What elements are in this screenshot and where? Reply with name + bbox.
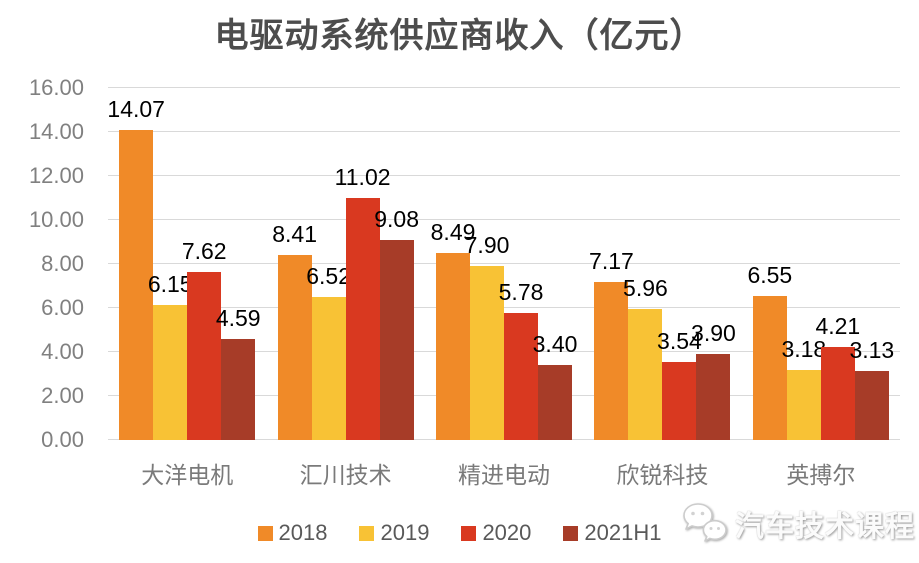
data-label: 9.08 bbox=[374, 206, 419, 233]
y-tick-label: 2.00 bbox=[41, 383, 84, 408]
y-tick-label: 6.00 bbox=[41, 295, 84, 320]
bar-group: 8.41 6.52 11.02 9.08 bbox=[266, 88, 424, 440]
legend-swatch bbox=[257, 525, 273, 541]
bar-2021H1: 4.59 bbox=[216, 305, 261, 440]
legend-item-2019: 2019 bbox=[359, 520, 429, 546]
data-label: 8.41 bbox=[272, 220, 317, 247]
data-label: 6.15 bbox=[147, 270, 193, 297]
bar-2021H1: 3.90 bbox=[691, 320, 736, 440]
bar-group: 14.07 6.15 7.62 4.59 bbox=[107, 88, 266, 440]
bar-groups: 14.07 6.15 7.62 4.59 8.41 6.52 11.02 9.08 8.49 7.… bbox=[107, 88, 900, 440]
bar-group: 6.55 3.18 4.21 3.13 bbox=[742, 88, 900, 440]
y-axis-labels: 0.00 2.00 4.00 6.00 8.00 10.00 12.00 14.00 16.00 bbox=[0, 75, 84, 452]
y-tick-label: 0.00 bbox=[41, 427, 84, 452]
bar-2020: 11.02 bbox=[335, 164, 391, 440]
bar-2018: 14.07 bbox=[107, 96, 165, 440]
legend-label: 2020 bbox=[482, 520, 532, 545]
bar-2019: 5.96 bbox=[623, 275, 668, 440]
legend-label: 2021H1 bbox=[584, 520, 662, 545]
y-tick-label: 12.00 bbox=[28, 163, 84, 188]
data-label: 3.90 bbox=[691, 320, 736, 347]
data-label: 11.02 bbox=[334, 163, 391, 190]
legend-swatch bbox=[461, 525, 477, 541]
bar-2020: 5.78 bbox=[499, 279, 543, 440]
x-axis-labels: 大洋电机 汇川技术 精进电动 欣锐科技 英搏尔 bbox=[108, 456, 900, 490]
data-label: 3.40 bbox=[532, 331, 578, 358]
category-label: 汇川技术 bbox=[299, 462, 392, 488]
bar-2018: 8.49 bbox=[431, 219, 475, 440]
legend-swatch bbox=[359, 525, 375, 541]
watermark: 汽车技术课程 bbox=[681, 502, 915, 546]
legend-item-2018: 2018 bbox=[257, 520, 328, 546]
data-label: 3.54 bbox=[657, 328, 702, 355]
category-label: 英搏尔 bbox=[786, 462, 856, 488]
y-tick-label: 4.00 bbox=[41, 339, 84, 364]
data-label: 4.59 bbox=[215, 305, 261, 332]
bars-row: 8.41 6.52 11.02 9.08 bbox=[272, 88, 419, 440]
bar-2021H1: 9.08 bbox=[374, 206, 419, 440]
bar-2021H1: 3.13 bbox=[849, 337, 894, 440]
data-label: 5.96 bbox=[623, 274, 668, 301]
bar-group: 8.49 7.90 5.78 3.40 bbox=[425, 88, 583, 440]
data-label: 7.62 bbox=[181, 238, 227, 265]
data-label: 3.13 bbox=[849, 337, 895, 364]
plot-area: 14.07 6.15 7.62 4.59 8.41 6.52 11.02 9.08 8.49 7.… bbox=[107, 87, 900, 440]
data-label: 3.18 bbox=[781, 336, 827, 363]
bar-group: 7.17 5.96 3.54 3.90 bbox=[583, 88, 741, 440]
gridline bbox=[108, 87, 900, 88]
data-label: 8.49 bbox=[430, 219, 476, 246]
category-label: 精进电动 bbox=[458, 462, 551, 488]
gridline bbox=[108, 175, 900, 176]
category-label: 欣锐科技 bbox=[616, 462, 709, 488]
data-label: 5.78 bbox=[498, 278, 544, 305]
legend-item-2020: 2020 bbox=[461, 520, 531, 546]
bar-2020: 4.21 bbox=[815, 313, 860, 440]
watermark-text: 汽车技术课程 bbox=[734, 511, 915, 543]
data-label: 6.55 bbox=[747, 261, 793, 288]
bar-2019: 6.52 bbox=[306, 263, 351, 440]
data-label: 4.21 bbox=[815, 313, 861, 340]
bar-2019: 3.18 bbox=[781, 336, 826, 440]
y-tick-label: 8.00 bbox=[41, 251, 84, 276]
bars-row: 6.55 3.18 4.21 3.13 bbox=[747, 88, 894, 440]
bar-2018: 8.41 bbox=[272, 221, 317, 440]
gridline bbox=[108, 219, 900, 220]
y-tick-label: 16.00 bbox=[28, 75, 84, 100]
data-label: 6.52 bbox=[306, 262, 351, 289]
bar-2019: 7.90 bbox=[465, 232, 509, 440]
y-tick-label: 14.00 bbox=[28, 119, 84, 144]
bars-row: 7.17 5.96 3.54 3.90 bbox=[589, 88, 736, 440]
y-tick-label: 10.00 bbox=[28, 207, 84, 232]
gridline bbox=[108, 263, 900, 264]
legend-swatch bbox=[563, 525, 579, 541]
bar-2019: 6.15 bbox=[148, 271, 193, 440]
chart-title: 电驱动系统供应商收入（亿元） bbox=[214, 17, 705, 55]
bar-2018: 7.17 bbox=[589, 248, 634, 440]
bar-2020: 7.62 bbox=[182, 238, 227, 440]
bar-2020: 3.54 bbox=[657, 328, 702, 440]
data-label: 7.90 bbox=[464, 232, 510, 259]
legend-item-2021H1: 2021H1 bbox=[563, 520, 661, 546]
bar-2018: 6.55 bbox=[747, 262, 792, 440]
bars-row: 14.07 6.15 7.62 4.59 bbox=[107, 88, 261, 440]
chart-legend: 2018 2019 2020 2021H1 bbox=[0, 520, 919, 546]
wechat-chat-bubbles-icon bbox=[683, 503, 727, 542]
data-label: 14.07 bbox=[107, 96, 165, 123]
gridline bbox=[108, 131, 900, 132]
bar-2021H1: 3.40 bbox=[533, 331, 577, 440]
bars-row: 8.49 7.90 5.78 3.40 bbox=[431, 88, 577, 440]
legend-label: 2019 bbox=[380, 520, 430, 545]
data-label: 7.17 bbox=[589, 248, 634, 275]
category-label: 大洋电机 bbox=[141, 462, 234, 488]
legend-label: 2018 bbox=[278, 520, 328, 545]
